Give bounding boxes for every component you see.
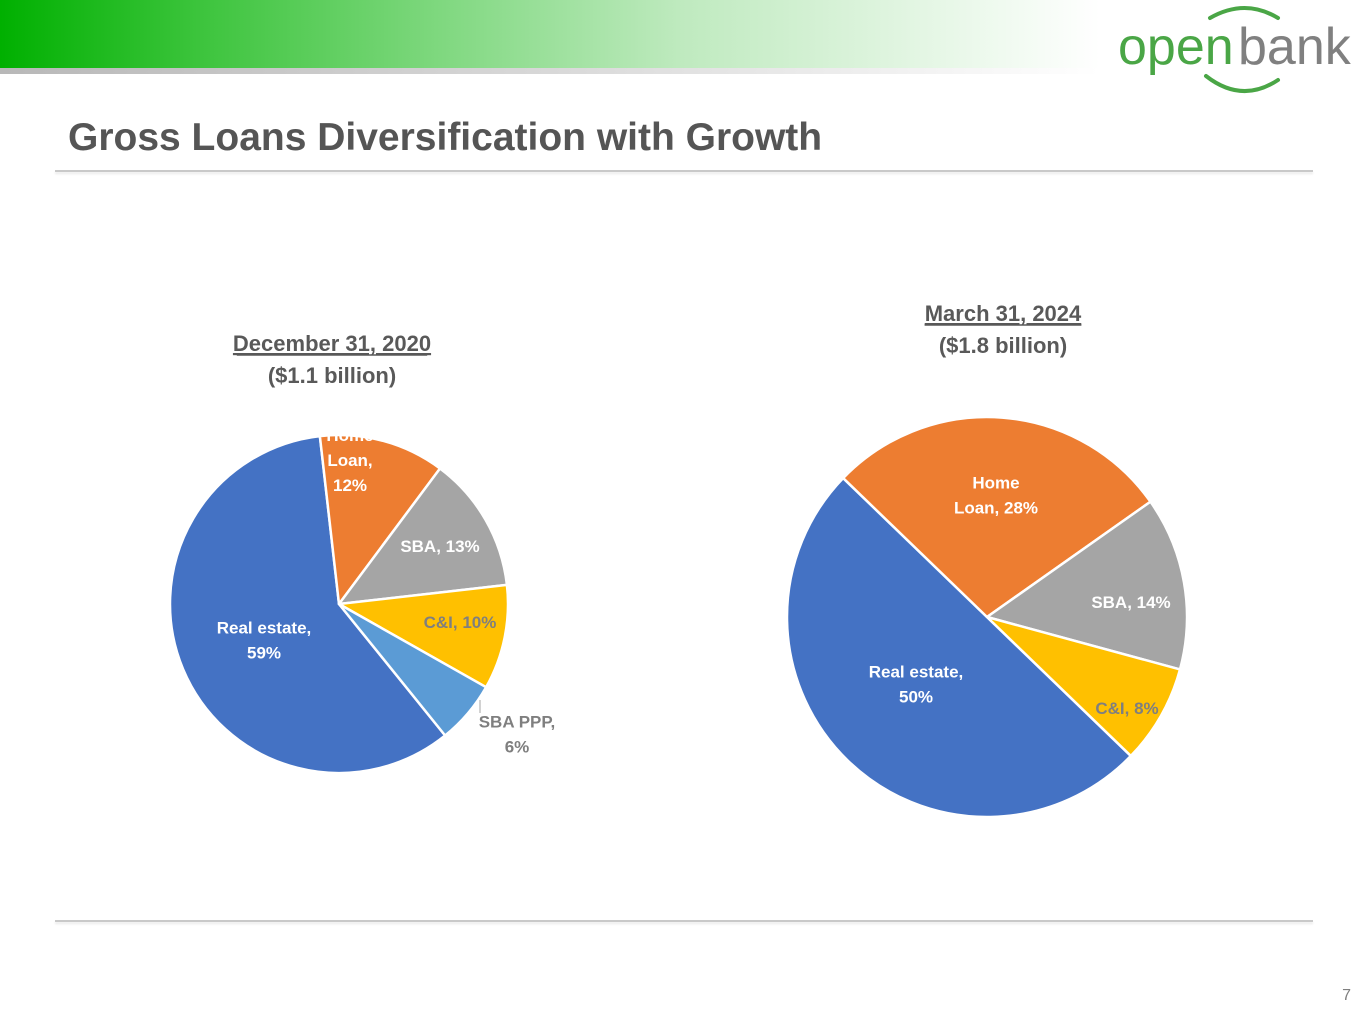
logo-word-open: open (1118, 18, 1234, 76)
data-label-home-loan: Home (326, 426, 373, 445)
data-label-sba-ppp: 6% (505, 738, 530, 757)
header-band-shadow (0, 68, 1100, 74)
data-label-real-estate: 50% (899, 688, 933, 707)
data-label-home-loan: Loan, 28% (954, 499, 1038, 518)
chart-subtitle: ($1.1 billion) (268, 363, 396, 388)
logo-word-bank: bank (1238, 18, 1352, 76)
pie-slice-home-loan (841, 415, 1152, 619)
data-label-sba: SBA, 14% (1091, 593, 1170, 612)
data-label-home-loan: Loan, (327, 451, 372, 470)
pie-slice-real-estate (785, 476, 1133, 819)
page-title: Gross Loans Diversification with Growth (68, 116, 823, 159)
data-label-sba: SBA, 13% (400, 537, 479, 556)
footer-divider (55, 920, 1313, 922)
pie-chart-1: December 31, 2020 ($1.1 billion) Real esta… (168, 331, 556, 775)
chart-title: December 31, 2020 (233, 331, 431, 356)
chart-title: March 31, 2024 (925, 301, 1082, 326)
pie-slice-sba (985, 500, 1189, 671)
data-label-real-estate: Real estate, (217, 619, 312, 638)
data-label-real-estate: 59% (247, 644, 281, 663)
data-label-candi: C&I, 8% (1095, 699, 1158, 718)
data-label-home-loan: Home (972, 474, 1019, 493)
openbank-logo: open bank (1118, 6, 1352, 93)
pie-slice-candi (337, 583, 510, 689)
data-label-candi: C&I, 10% (424, 613, 497, 632)
pie-slice-home-loan (318, 433, 442, 606)
data-label-home-loan: 12% (333, 476, 367, 495)
page-number: 7 (1342, 987, 1351, 1004)
pie-slice-candi (985, 615, 1182, 758)
title-divider (55, 170, 1313, 172)
pie-chart-2: March 31, 2024 ($1.8 billion) Real estate,… (785, 301, 1189, 819)
chart-subtitle: ($1.8 billion) (939, 333, 1067, 358)
data-label-real-estate: Real estate, (869, 663, 964, 682)
logo-arc-bottom (1204, 74, 1280, 93)
header-gradient-band (0, 0, 1100, 68)
pie-slice-sba-ppp (337, 602, 488, 737)
pie-slice-real-estate (168, 434, 447, 775)
logo-arc-top (1208, 6, 1280, 20)
pie-slice-sba (337, 467, 509, 606)
data-label-sba-ppp: SBA PPP, (479, 713, 556, 732)
